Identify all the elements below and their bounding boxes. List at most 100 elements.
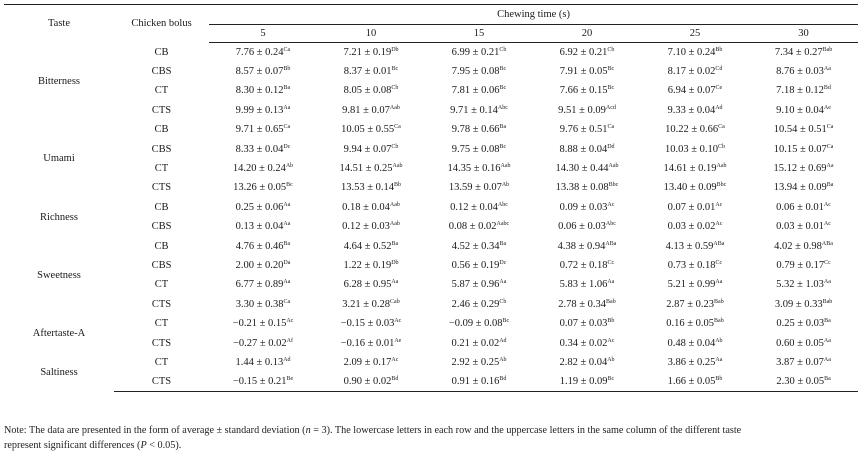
cell-value: 5.83 ± 1.06 bbox=[559, 279, 608, 291]
cell-value: 9.78 ± 0.66 bbox=[451, 124, 500, 136]
cell-value: −0.16 ± 0.01 bbox=[340, 337, 395, 349]
bolus-label: CBS bbox=[151, 66, 172, 78]
header-taste: Taste bbox=[4, 4, 114, 43]
cell-value: 8.37 ± 0.01 bbox=[343, 66, 392, 78]
cell-value: 13.59 ± 0.07 bbox=[448, 182, 502, 194]
significance-letters: Bb bbox=[607, 318, 615, 325]
bolus-label: CT bbox=[154, 279, 169, 291]
table-note: Note: The data are presented in the form… bbox=[4, 423, 860, 453]
bolus-label: CBS bbox=[151, 143, 172, 155]
cell-value: 9.51 ± 0.09 bbox=[558, 104, 606, 116]
taste-label: Richness bbox=[40, 211, 78, 223]
significance-letters: Be bbox=[286, 376, 294, 383]
value-cell: 4.02 ± 0.98ABa bbox=[749, 236, 858, 255]
value-cell: 1.44 ± 0.13Ad bbox=[209, 353, 317, 372]
cell-value: −0.09 ± 0.08 bbox=[448, 318, 503, 330]
significance-letters: Cd bbox=[715, 66, 723, 73]
header-time: 5 bbox=[209, 24, 317, 43]
value-cell: 0.09 ± 0.03Ac bbox=[533, 198, 641, 217]
significance-letters: Ac bbox=[823, 201, 831, 208]
cell-value: 8.17 ± 0.02 bbox=[667, 66, 716, 78]
bolus-label: CB bbox=[154, 46, 169, 58]
header-chicken-bolus: Chicken bolus bbox=[114, 4, 209, 43]
value-cell: 0.07 ± 0.01Ac bbox=[641, 198, 749, 217]
header-chewing-time: Chewing time (s) bbox=[209, 4, 859, 25]
significance-letters: Ba bbox=[824, 318, 831, 325]
significance-letters: Bb bbox=[715, 46, 723, 53]
value-cell: 0.73 ± 0.18Cc bbox=[641, 256, 749, 275]
significance-letters: Aa bbox=[283, 221, 291, 228]
significance-letters: Ba bbox=[283, 85, 291, 92]
value-cell: 13.38 ± 0.08Bbc bbox=[533, 178, 641, 197]
value-cell: 7.10 ± 0.24Bb bbox=[641, 43, 749, 62]
value-cell: 10.22 ± 0.66Ca bbox=[641, 120, 749, 139]
significance-letters: Aab bbox=[389, 221, 400, 228]
significance-letters: Aab bbox=[389, 104, 400, 111]
significance-letters: Ab bbox=[499, 356, 507, 363]
significance-letters: Aab bbox=[608, 163, 619, 170]
significance-letters: Bab bbox=[714, 298, 724, 305]
significance-letters: Aa bbox=[499, 279, 507, 286]
cell-value: 14.51 ± 0.25 bbox=[339, 163, 393, 175]
cell-value: 0.25 ± 0.06 bbox=[235, 201, 284, 213]
significance-letters: Cb bbox=[391, 143, 399, 150]
cell-value: 0.03 ± 0.02 bbox=[667, 221, 716, 233]
cell-value: 4.38 ± 0.94 bbox=[557, 240, 606, 252]
significance-letters: Cab bbox=[390, 298, 400, 305]
cell-value: 2.87 ± 0.23 bbox=[666, 298, 715, 310]
cell-value: 0.07 ± 0.01 bbox=[667, 201, 716, 213]
cell-value: 2.30 ± 0.05 bbox=[776, 376, 825, 388]
value-cell: 0.18 ± 0.04Aab bbox=[317, 198, 425, 217]
value-cell: 0.60 ± 0.05Aa bbox=[749, 333, 858, 352]
value-cell: 0.07 ± 0.03Bb bbox=[533, 314, 641, 333]
cell-value: 0.16 ± 0.05 bbox=[666, 318, 715, 330]
value-cell: 0.34 ± 0.02Ac bbox=[533, 333, 641, 352]
cell-value: 0.18 ± 0.04 bbox=[342, 201, 390, 213]
table-row: Sweetness CB 4.76 ± 0.46Ba 4.64 ± 0.52Ba 4.5… bbox=[4, 236, 858, 281]
value-cell: 3.30 ± 0.38Ca bbox=[209, 295, 317, 314]
significance-letters: Bc bbox=[499, 66, 507, 73]
value-cell: 10.15 ± 0.07Ca bbox=[749, 139, 858, 158]
bolus-label: CT bbox=[154, 318, 169, 330]
value-cell: 5.21 ± 0.99Aa bbox=[641, 275, 749, 294]
value-cell: 0.12 ± 0.04Abc bbox=[425, 198, 533, 217]
value-cell: 1.19 ± 0.09Bc bbox=[533, 372, 641, 393]
value-cell: 7.91 ± 0.05Bc bbox=[533, 62, 641, 81]
table-row: CTS 9.99 ± 0.13Aa 9.81 ± 0.07Aab 9.71 ± 0.1… bbox=[4, 101, 858, 120]
significance-letters: Ba bbox=[283, 240, 291, 247]
value-cell: 9.33 ± 0.04Ad bbox=[641, 101, 749, 120]
cell-value: 1.19 ± 0.09 bbox=[559, 376, 608, 388]
value-cell: 8.57 ± 0.07Bb bbox=[209, 62, 317, 81]
cell-value: −0.15 ± 0.21 bbox=[232, 376, 287, 388]
value-cell: 7.21 ± 0.19Db bbox=[317, 43, 425, 62]
cell-value: 13.26 ± 0.05 bbox=[233, 182, 287, 194]
significance-letters: Aab bbox=[389, 201, 400, 208]
note-text: represent significant differences ( bbox=[4, 440, 141, 451]
cell-value: 2.09 ± 0.17 bbox=[343, 356, 392, 368]
bolus-label: CB bbox=[154, 124, 169, 136]
table-row: CTS −0.27 ± 0.02Af −0.16 ± 0.01Ae 0.21 ± 0.… bbox=[4, 333, 858, 352]
value-cell: 2.92 ± 0.25Ab bbox=[425, 353, 533, 372]
cell-value: 9.94 ± 0.07 bbox=[343, 143, 392, 155]
header-time: 25 bbox=[641, 24, 749, 43]
significance-letters: Cc bbox=[824, 259, 831, 266]
taste-label: Saltiness bbox=[40, 366, 78, 378]
significance-letters: Ca bbox=[283, 298, 291, 305]
significance-letters: ABa bbox=[713, 240, 725, 247]
bolus-label: CB bbox=[154, 240, 169, 252]
value-cell: 0.06 ± 0.01Ac bbox=[749, 198, 858, 217]
significance-letters: Ae bbox=[394, 337, 402, 344]
significance-letters: Abc bbox=[497, 104, 508, 111]
value-cell: 3.09 ± 0.33Bab bbox=[749, 295, 858, 314]
significance-letters: Dc bbox=[499, 259, 507, 266]
value-cell: 2.00 ± 0.20Da bbox=[209, 256, 317, 275]
cell-value: 9.75 ± 0.08 bbox=[451, 143, 500, 155]
value-cell: 8.37 ± 0.01Bc bbox=[317, 62, 425, 81]
cell-value: 9.99 ± 0.13 bbox=[235, 104, 284, 116]
value-cell: 14.20 ± 0.24Ab bbox=[209, 159, 317, 178]
cell-value: 13.38 ± 0.08 bbox=[555, 182, 609, 194]
cell-value: 7.81 ± 0.06 bbox=[451, 85, 500, 97]
significance-letters: Ad bbox=[499, 337, 507, 344]
significance-letters: Ae bbox=[823, 104, 831, 111]
significance-letters: Bd bbox=[391, 376, 399, 383]
